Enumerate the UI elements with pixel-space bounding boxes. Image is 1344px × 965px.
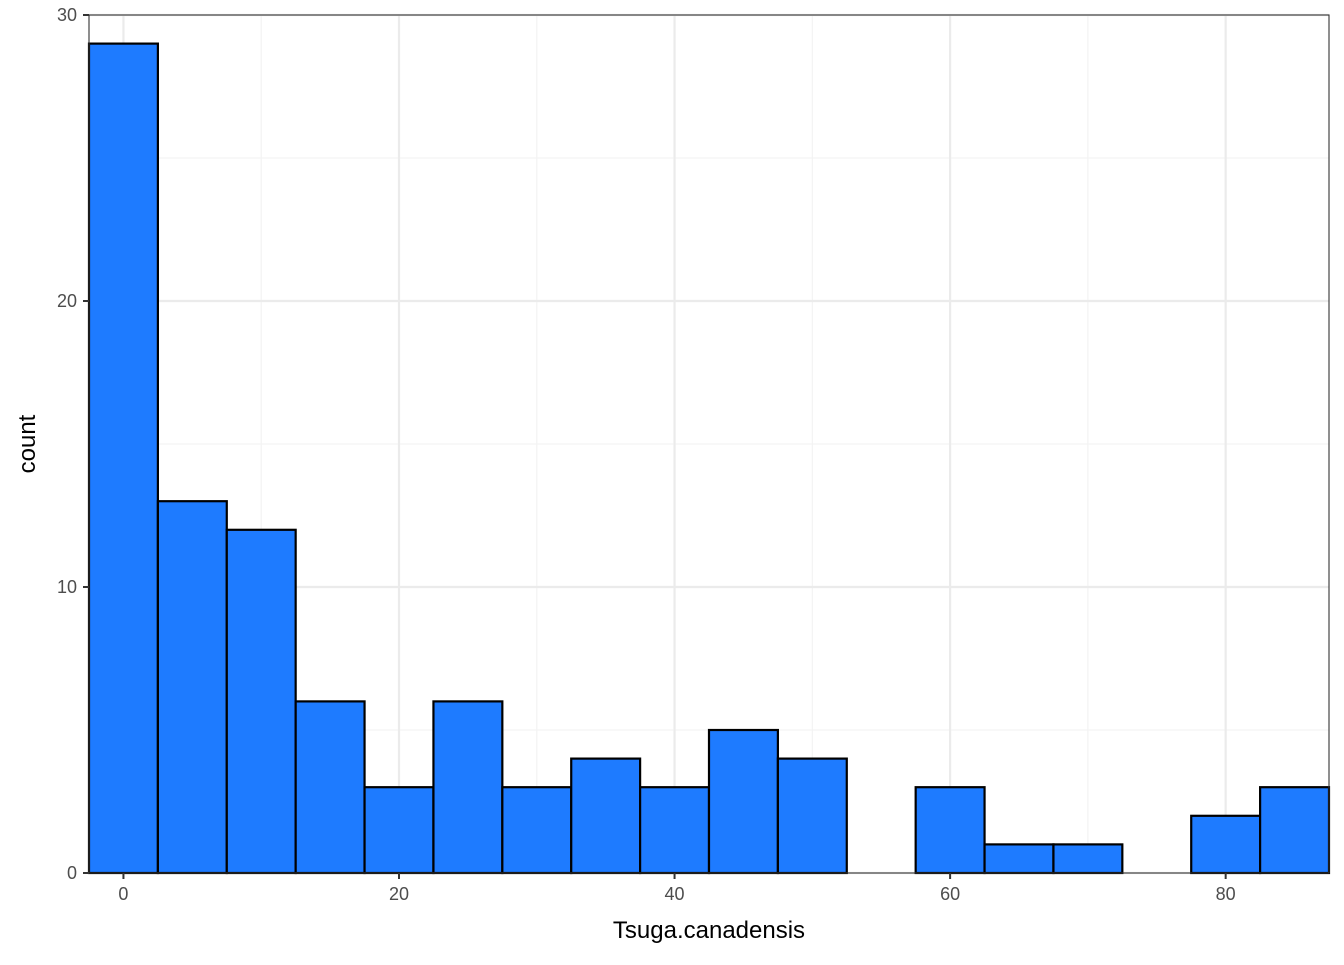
x-tick-label-80: 80 bbox=[1216, 884, 1236, 904]
histogram-bar-7 bbox=[570, 757, 642, 875]
x-tick-label-60: 60 bbox=[940, 884, 960, 904]
x-axis-title: Tsuga.canadensis bbox=[613, 917, 805, 944]
histogram-bar-6 bbox=[501, 786, 573, 875]
histogram-bar-2 bbox=[225, 528, 297, 875]
y-tick-label-30: 30 bbox=[57, 5, 77, 25]
histogram-bar-4 bbox=[363, 786, 435, 875]
histogram-bar-5 bbox=[432, 700, 504, 875]
y-tick-label-0: 0 bbox=[67, 863, 77, 883]
y-axis-title: count bbox=[14, 414, 41, 473]
histogram-bar-9 bbox=[707, 728, 779, 875]
histogram-bar-0 bbox=[87, 42, 159, 875]
histogram-bar-17 bbox=[1259, 786, 1331, 875]
histogram-bar-13 bbox=[983, 843, 1055, 875]
x-tick-label-0: 0 bbox=[118, 884, 128, 904]
histogram-bar-10 bbox=[776, 757, 848, 875]
y-tick-label-10: 10 bbox=[57, 577, 77, 597]
histogram-bar-12 bbox=[914, 786, 986, 875]
histogram-bar-3 bbox=[294, 700, 366, 875]
histogram-bar-14 bbox=[1052, 843, 1124, 875]
panel-border bbox=[88, 14, 1330, 874]
y-tick-label-20: 20 bbox=[57, 291, 77, 311]
histogram-bar-16 bbox=[1190, 814, 1262, 875]
x-tick-label-40: 40 bbox=[665, 884, 685, 904]
histogram-bar-8 bbox=[639, 786, 711, 875]
axis-ticks: 0 20 40 60 80 0 10 20 30 bbox=[57, 5, 1236, 904]
histogram-bar-1 bbox=[156, 500, 228, 875]
histogram-bars bbox=[87, 42, 1331, 875]
x-tick-label-20: 20 bbox=[389, 884, 409, 904]
